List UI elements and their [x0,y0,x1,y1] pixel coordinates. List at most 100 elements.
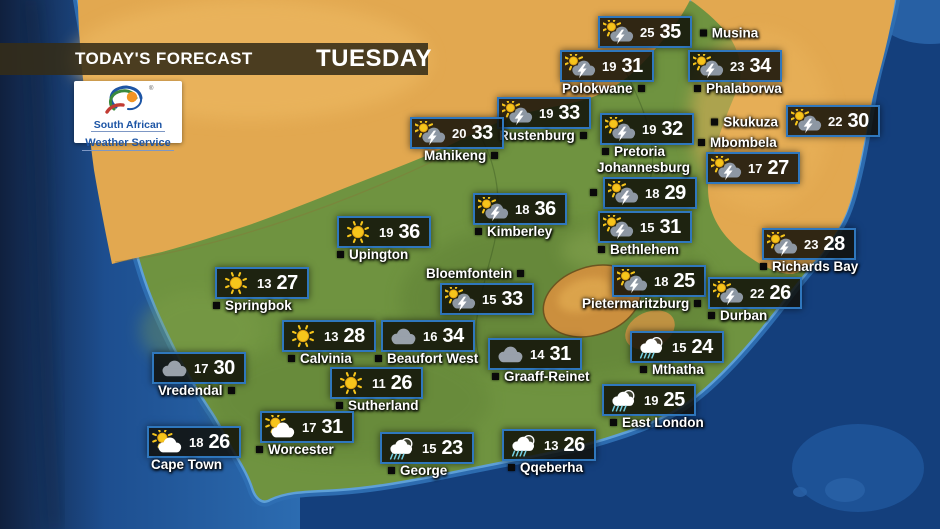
min-temp: 18 [654,273,669,289]
weather-box: 19 25 [602,384,696,416]
max-temp: 25 [673,269,695,292]
weather-box: 25 35 [598,16,692,48]
sun-storm-icon [791,108,822,133]
max-temp: 30 [847,109,869,132]
city-name: Graaff-Reinet [504,369,590,384]
sun-storm-icon [502,100,533,125]
cloud-icon [498,346,523,362]
max-temp: 29 [664,181,686,204]
max-temp: 33 [558,101,580,124]
min-temp: 15 [640,219,655,235]
weather-box: 19 36 [337,216,431,248]
rain-cloud-icon [611,389,635,412]
city-label: Beaufort West [375,351,478,366]
max-temp: 33 [471,121,493,144]
city-label: Bethlehem [598,242,679,257]
station-worcester: 17 31 Worcester [256,411,354,457]
weather-box: 19 31 [560,50,654,82]
weather-box: 17 27 [706,152,800,184]
max-temp: 26 [208,430,230,453]
sun-cloud-icon [265,414,295,437]
weather-box: 22 30 [786,105,880,137]
weather-box: 22 26 [708,277,802,309]
station-vredendal: 17 30 Vredendal [152,352,246,398]
station-richards-bay: 23 28 Richards Bay [760,228,858,274]
city-name: Springbok [225,298,292,313]
sun-storm-icon [603,19,634,44]
station-skukuza: 22 30 Skukuza [711,105,880,139]
min-temp: 23 [804,236,819,252]
station-george: 15 23 George [380,432,474,478]
city-marker [288,355,295,362]
min-temp: 18 [189,434,204,450]
sun-storm-icon [711,155,742,180]
min-temp: 25 [640,24,655,40]
logo-line2: Weather Service [82,137,174,151]
min-temp: 15 [672,339,687,355]
city-label: Mbombela [698,135,777,150]
day-title: TUESDAY [316,45,432,72]
city-label: Rustenburg [499,128,587,143]
city-marker [640,366,647,373]
city-name: Pietermaritzburg [582,296,690,311]
station-rustenburg: 19 33 Rustenburg [497,97,591,143]
max-temp: 34 [442,324,464,347]
logo-line1: South African [90,119,166,133]
city-name: Rustenburg [499,128,575,143]
cloud-icon [391,328,416,344]
city-name: Richards Bay [772,259,859,274]
max-temp: 25 [663,388,685,411]
city-name: Pretoria [614,144,666,159]
registered-mark: ® [149,85,154,92]
city-marker [492,373,499,380]
weather-box: 18 25 [612,265,706,297]
city-label: Cape Town [151,457,222,472]
city-marker [699,29,707,37]
city-marker [337,251,344,258]
city-marker [698,139,705,146]
city-marker [637,85,645,92]
city-label: Phalaborwa [694,81,782,96]
sun-storm-icon [565,53,596,78]
sun-icon [339,371,363,394]
weather-box: 23 28 [762,228,856,260]
min-temp: 18 [645,185,660,201]
city-name: Upington [349,247,409,262]
station-pietermaritzburg: 18 25 Pietermaritzburg [582,265,706,311]
sun-storm-icon [478,196,509,221]
city-name: Worcester [268,442,334,457]
city-name: Skukuza [723,114,778,130]
station-graaff-reinet: 14 31 Graaff-Reinet [488,338,590,384]
station-mthatha: 15 24 Mthatha [630,331,724,377]
city-marker [760,263,767,270]
station-bloemfontein: 15 33 Bloemfontein [426,266,534,317]
sun-storm-icon [605,116,636,141]
min-temp: 19 [602,58,617,74]
min-temp: 13 [544,437,559,453]
city-name: George [400,463,448,478]
min-temp: 17 [302,419,317,435]
max-temp: 23 [441,436,463,459]
city-label: Bloemfontein [426,266,525,281]
weather-box: 23 34 [688,50,782,82]
rain-cloud-icon [639,336,663,359]
weather-box: 15 33 [440,283,534,315]
city-marker [694,300,702,307]
min-temp: 14 [530,346,545,362]
city-label: Mthatha [640,362,704,377]
city-marker [598,246,605,253]
forecast-title: TODAY'S FORECAST [75,49,253,68]
station-cape-town: 18 26 Cape Town [147,426,241,472]
city-label: Graaff-Reinet [492,369,590,384]
city-marker [227,387,235,394]
weather-box: 15 31 [598,211,692,243]
city-name: Mahikeng [424,148,487,163]
city-marker [336,402,343,409]
station-upington: 19 36 Upington [337,216,431,262]
city-name: Sutherland [348,398,419,413]
weather-box: 15 23 [380,432,474,464]
city-name: Mthatha [652,362,704,377]
saws-logo: ® South African Weather Service [74,81,182,151]
city-name: Musina [711,25,759,41]
